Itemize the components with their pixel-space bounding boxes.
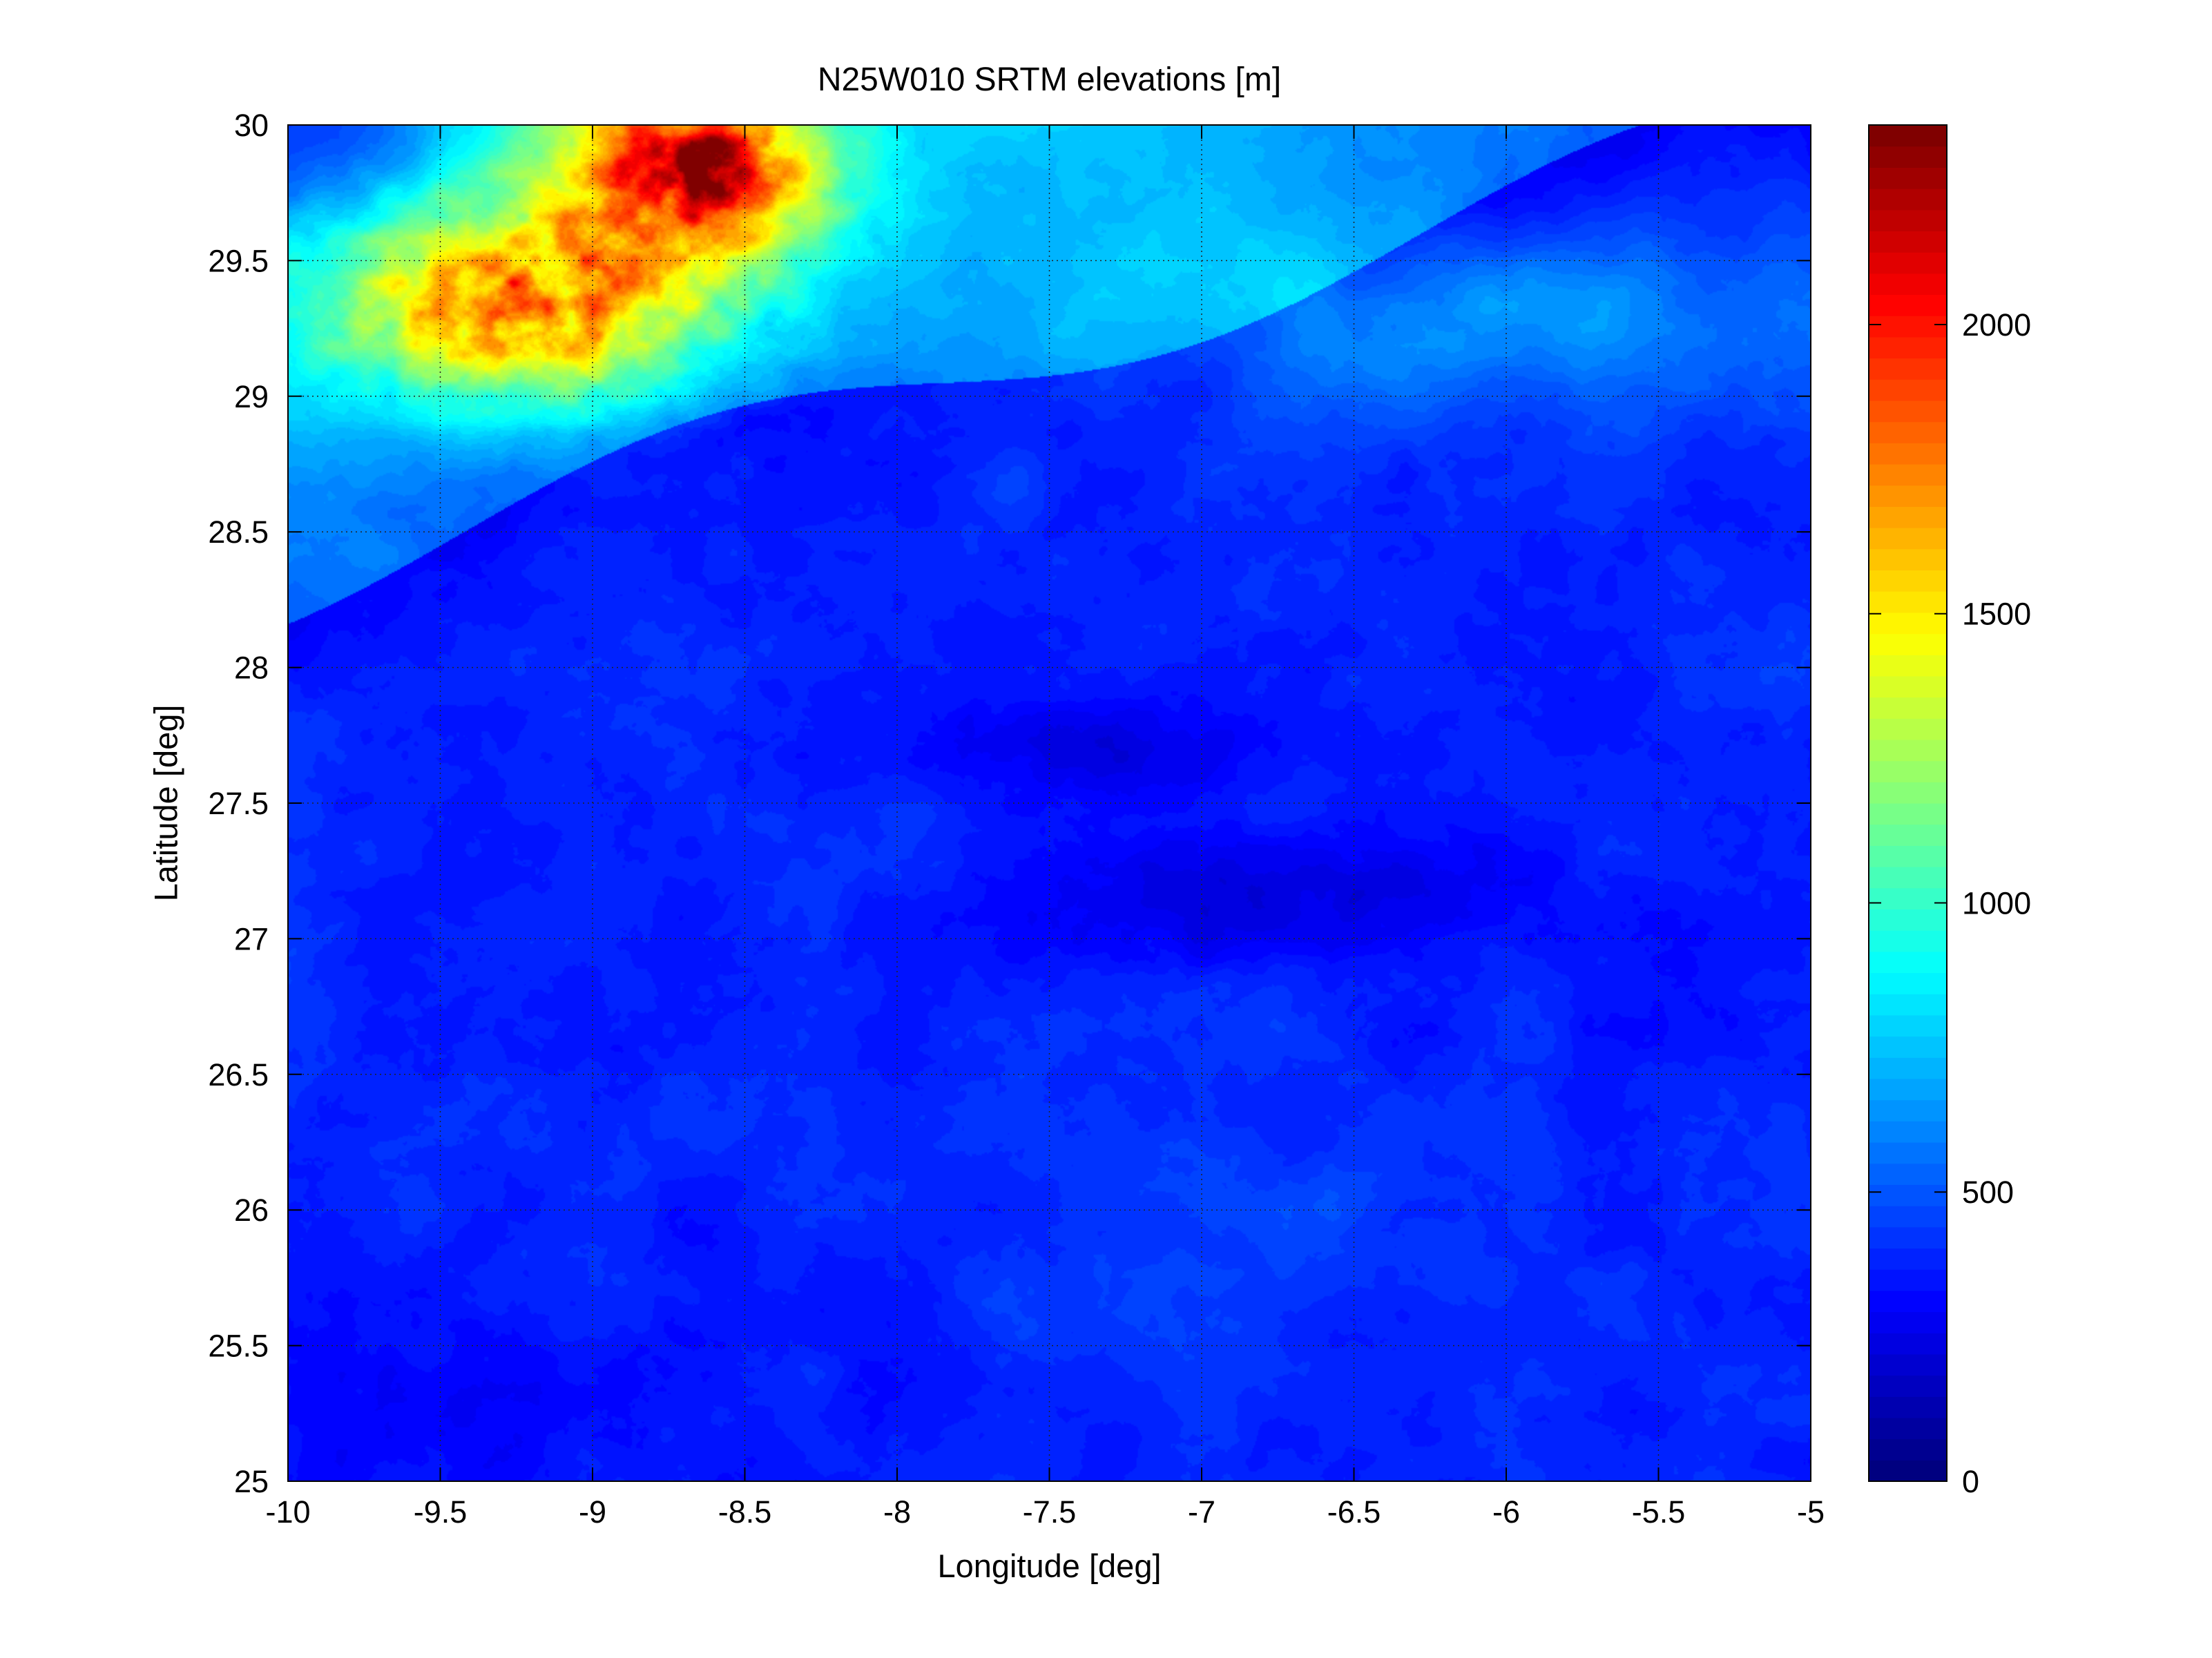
x-tick-label: -6.5	[1327, 1494, 1381, 1530]
colorbar-segment	[1869, 1078, 1947, 1101]
colorbar-segment	[1869, 930, 1947, 952]
colorbar-segment	[1869, 1184, 1947, 1206]
colorbar-segment	[1869, 273, 1947, 296]
x-tick-label: -6	[1492, 1494, 1520, 1530]
x-tick-label: -8	[883, 1494, 911, 1530]
x-tick-label: -5	[1797, 1494, 1825, 1530]
colorbar-segment	[1869, 655, 1947, 677]
colorbar-segment	[1869, 400, 1947, 423]
colorbar-segment	[1869, 803, 1947, 825]
y-tick-label: 29	[234, 379, 269, 414]
colorbar-segment	[1869, 1333, 1947, 1355]
colorbar-segment	[1869, 209, 1947, 232]
colorbar-segment	[1869, 633, 1947, 655]
colorbar-segment	[1869, 612, 1947, 635]
colorbar-segment	[1869, 1248, 1947, 1270]
colorbar-segment	[1869, 1163, 1947, 1185]
y-tick-label: 30	[234, 108, 269, 143]
y-tick-label: 26	[234, 1193, 269, 1228]
colorbar-segment	[1869, 1206, 1947, 1228]
colorbar-tick-label: 1500	[1962, 597, 2031, 632]
colorbar-segment	[1869, 867, 1947, 889]
y-tick-label: 25	[234, 1464, 269, 1499]
colorbar-segment	[1869, 760, 1947, 782]
colorbar-segment	[1869, 548, 1947, 571]
y-tick-label: 28.5	[208, 514, 269, 550]
colorbar-tick-label: 0	[1962, 1464, 1979, 1499]
y-tick-label: 29.5	[208, 243, 269, 278]
chart-title: N25W010 SRTM elevations [m]	[817, 61, 1282, 98]
colorbar-tick-label: 2000	[1962, 307, 2031, 343]
colorbar-segment	[1869, 252, 1947, 274]
colorbar-segment	[1869, 316, 1947, 338]
colorbar-segment	[1869, 1353, 1947, 1376]
colorbar-segment	[1869, 379, 1947, 401]
colorbar-segment	[1869, 1121, 1947, 1143]
colorbar-segment	[1869, 1290, 1947, 1313]
colorbar-segment	[1869, 358, 1947, 380]
colorbar-segment	[1869, 697, 1947, 719]
x-axis-label: Longitude [deg]	[937, 1548, 1162, 1584]
colorbar-segment	[1869, 591, 1947, 613]
y-axis-label: Latitude [deg]	[147, 704, 184, 902]
colorbar-segment	[1869, 1057, 1947, 1079]
y-tick-label: 26.5	[208, 1057, 269, 1092]
x-tick-label: -9	[579, 1494, 606, 1530]
x-tick-label: -9.5	[414, 1494, 468, 1530]
colorbar-segment	[1869, 972, 1947, 994]
colorbar-segment	[1869, 443, 1947, 465]
colorbar-segment	[1869, 231, 1947, 253]
x-tick-label: -10	[265, 1494, 310, 1530]
colorbar-segment	[1869, 1142, 1947, 1164]
colorbar-segment	[1869, 528, 1947, 550]
x-tick-label: -7.5	[1023, 1494, 1077, 1530]
colorbar-segment	[1869, 739, 1947, 762]
colorbar-segment	[1869, 294, 1947, 316]
colorbar-segment	[1869, 506, 1947, 528]
colorbar-segment	[1869, 1226, 1947, 1249]
x-tick-label: -7	[1188, 1494, 1215, 1530]
x-tick-label: -8.5	[718, 1494, 772, 1530]
colorbar-segment	[1869, 845, 1947, 867]
colorbar-segment	[1869, 951, 1947, 974]
y-tick-label: 27	[234, 921, 269, 956]
colorbar-segment	[1869, 782, 1947, 804]
colorbar-segment	[1869, 887, 1947, 910]
colorbar-segment	[1869, 909, 1947, 931]
axes-frame	[287, 124, 1811, 1482]
colorbar-segment	[1869, 125, 1947, 147]
y-tick-label: 28	[234, 650, 269, 686]
colorbar-segment	[1869, 464, 1947, 486]
colorbar-tick-label: 500	[1962, 1175, 2014, 1210]
colorbar-tick-label: 1000	[1962, 885, 2031, 920]
colorbar-segment	[1869, 167, 1947, 189]
colorbar-segment	[1869, 1417, 1947, 1440]
colorbar-segment	[1869, 1311, 1947, 1333]
y-tick-label: 27.5	[208, 786, 269, 821]
colorbar-segment	[1869, 336, 1947, 359]
colorbar-segment	[1869, 189, 1947, 211]
colorbar-segment	[1869, 824, 1947, 846]
x-tick-label: -5.5	[1632, 1494, 1686, 1530]
colorbar-segment	[1869, 1014, 1947, 1037]
colorbar-segment	[1869, 146, 1947, 168]
y-tick-label: 25.5	[208, 1329, 269, 1364]
colorbar-segment	[1869, 994, 1947, 1016]
colorbar-segment	[1869, 718, 1947, 740]
colorbar-segment	[1869, 570, 1947, 592]
colorbar-segment	[1869, 1460, 1947, 1482]
colorbar-segment	[1869, 1375, 1947, 1397]
colorbar-segment	[1869, 1269, 1947, 1291]
colorbar-segment	[1869, 485, 1947, 507]
colorbar-frame	[1868, 124, 1947, 1482]
colorbar-segment	[1869, 675, 1947, 698]
colorbar-segment	[1869, 1396, 1947, 1418]
colorbar-segment	[1869, 1438, 1947, 1461]
colorbar-segment	[1869, 1036, 1947, 1058]
colorbar-segment	[1869, 421, 1947, 443]
colorbar-segment	[1869, 1099, 1947, 1121]
